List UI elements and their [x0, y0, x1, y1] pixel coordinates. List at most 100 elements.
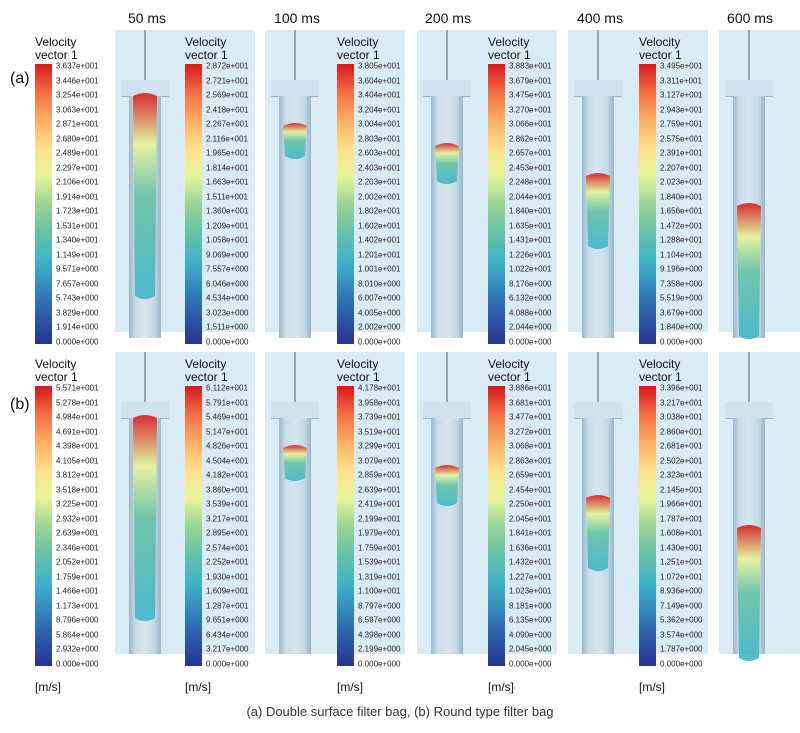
velocity-contour: [133, 93, 157, 299]
colorbar-tick-label: 2.045e+000: [509, 644, 552, 654]
inlet-pipe: [144, 352, 146, 404]
colorbar-tick-label: 4.398e+000: [358, 630, 401, 640]
colorbar-tick-label: 1.430e+001: [660, 543, 703, 553]
colorbar-tick-label: 5.791e+001: [206, 398, 249, 408]
legend-title: vector 1: [337, 370, 380, 384]
colorbar-tick-label: 3.860e+001: [206, 485, 249, 495]
colorbar-tick-label: 1.656e+001: [660, 206, 703, 216]
time-label-50ms: 50 ms: [127, 10, 167, 26]
legend-title: vector 1: [639, 370, 682, 384]
colorbar-tick-label: 5.278e+001: [56, 398, 99, 408]
colorbar-tick-label: 2.895e+001: [206, 528, 249, 538]
colorbar-tick-label: 2.002e+000: [358, 322, 401, 332]
colorbar-tick-label: 1.840e+000: [660, 322, 703, 332]
colorbar-tick-label: 2.023e+001: [660, 177, 703, 187]
colorbar-tick-label: 3.812e+001: [56, 470, 99, 480]
time-label-100ms: 100 ms: [274, 10, 320, 26]
colorbar-tick-label: 3.270e+001: [509, 105, 552, 115]
colorbar-tick-label: 2.639e+001: [358, 485, 401, 495]
colorbar-tick-label: 5.147e+001: [206, 427, 249, 437]
colorbar-tick-label: 2.116e+001: [206, 134, 248, 144]
velocity-field-r0c4: [737, 203, 761, 339]
colorbar-tick-label: 4.534e+000: [206, 293, 249, 303]
colorbar-tick-label: 6.597e+000: [358, 615, 401, 625]
velocity-contour: [133, 415, 157, 621]
colorbar-tick-label: 1.100e+001: [358, 586, 401, 596]
colorbar-tick-label: 0.000e+000: [660, 659, 703, 669]
colorbar-tick-label: 2.199e+001: [358, 514, 401, 524]
figure-caption: (a) Double surface filter bag, (b) Round…: [246, 704, 554, 719]
colorbar-tick-label: 2.721e+001: [206, 76, 249, 86]
colorbar-tick-label: 2.872e+001: [206, 61, 249, 71]
colorbar-tick-label: 2.248e+001: [509, 177, 552, 187]
row-label-a: (a): [10, 70, 30, 87]
colorbar-tick-label: 2.489e+001: [56, 148, 99, 158]
legend-title: vector 1: [488, 370, 531, 384]
colorbar-tick-label: 5.362e+000: [660, 615, 703, 625]
colorbar-tick-label: 3.311e+001: [660, 76, 702, 86]
colorbar-tick-label: 3.886e+001: [509, 383, 552, 393]
colorbar-tick-label: 8.796e+000: [56, 615, 99, 625]
colorbar-tick-label: 1.023e+001: [509, 586, 552, 596]
legend-title: Velocity: [185, 35, 227, 49]
colorbar-tick-label: 3.883e+001: [509, 61, 552, 71]
colorbar-tick-label: 1.966e+001: [660, 499, 703, 509]
colorbar-tick-label: 4.005e+000: [358, 308, 401, 318]
colorbar-tick-label: 1.840e+001: [509, 206, 552, 216]
colorbar-tick-label: 3.958e+001: [358, 398, 401, 408]
colorbar-tick-label: 5.519e+000: [660, 293, 703, 303]
colorbar-tick-label: 1.360e+001: [206, 206, 249, 216]
colorbar-tick-label: 5.571e+001: [56, 383, 99, 393]
legend-title: Velocity: [35, 35, 77, 49]
colorbar: [185, 386, 202, 666]
colorbar-tick-label: 1.072e+001: [660, 572, 703, 582]
colorbar-tick-label: 1.609e+001: [206, 586, 249, 596]
colorbar: [639, 64, 656, 344]
colorbar-tick-label: 2.002e+001: [358, 192, 401, 202]
colorbar-tick-label: 2.453e+001: [509, 163, 552, 173]
colorbar-tick-label: 2.860e+001: [660, 427, 703, 437]
colorbar-tick-label: 2.323e+001: [660, 470, 703, 480]
colorbar-tick-label: 2.403e+001: [358, 163, 401, 173]
units-label: [m/s]: [639, 680, 665, 694]
time-label-200ms: 200 ms: [425, 10, 471, 26]
colorbar: [35, 64, 52, 344]
row-label-b: (b): [10, 396, 30, 413]
colorbar-tick-label: 4.105e+001: [56, 456, 99, 466]
colorbar-tick-label: 1.173e+001: [56, 601, 99, 611]
colorbar-tick-label: 1.209e+001: [206, 221, 249, 231]
colorbar: [337, 386, 354, 666]
colorbar-tick-label: 3.254e+001: [56, 90, 99, 100]
inlet-pipe: [446, 30, 448, 80]
colorbar-tick-label: 4.504e+001: [206, 456, 249, 466]
colorbar: [337, 64, 354, 344]
colorbar-tick-label: 6.434e+000: [206, 630, 249, 640]
velocity-contour: [435, 143, 459, 184]
colorbar-tick-label: 3.063e+001: [56, 105, 99, 115]
colorbar-tick-label: 1.663e+001: [206, 177, 249, 187]
colorbar-tick-label: 0.000e+000: [206, 659, 249, 669]
colorbar-tick-label: 1.723e+001: [56, 206, 99, 216]
colorbar-tick-label: 2.680e+001: [56, 134, 99, 144]
colorbar-tick-label: 3.574e+000: [660, 630, 703, 640]
colorbar-tick-label: 5.469e+001: [206, 412, 249, 422]
colorbar-tick-label: 1.759e+001: [56, 572, 99, 582]
colorbar-tick-label: 5.743e+000: [56, 293, 99, 303]
colorbar-tick-label: 2.207e+001: [660, 163, 703, 173]
units-label: [m/s]: [488, 680, 514, 694]
colorbar-tick-label: 1.431e+001: [509, 235, 552, 245]
inlet-pipe: [144, 30, 146, 80]
colorbar-tick-label: 1.226e+001: [509, 250, 552, 260]
inlet-pipe: [294, 352, 296, 404]
colorbar-tick-label: 1.635e+001: [509, 221, 552, 231]
legend-title: vector 1: [35, 370, 78, 384]
colorbar-tick-label: 1.914e+001: [56, 192, 99, 202]
colorbar-tick-label: 6.132e+000: [509, 293, 552, 303]
velocity-field-r0c0: [133, 93, 157, 299]
colorbar-tick-label: 2.267e+001: [206, 119, 249, 129]
colorbar-tick-label: 8.181e+000: [509, 601, 552, 611]
velocity-contour: [737, 203, 761, 339]
colorbar: [639, 386, 656, 666]
velocity-field-r1c1: [283, 445, 307, 481]
colorbar-tick-label: 7.557e+000: [206, 264, 249, 274]
